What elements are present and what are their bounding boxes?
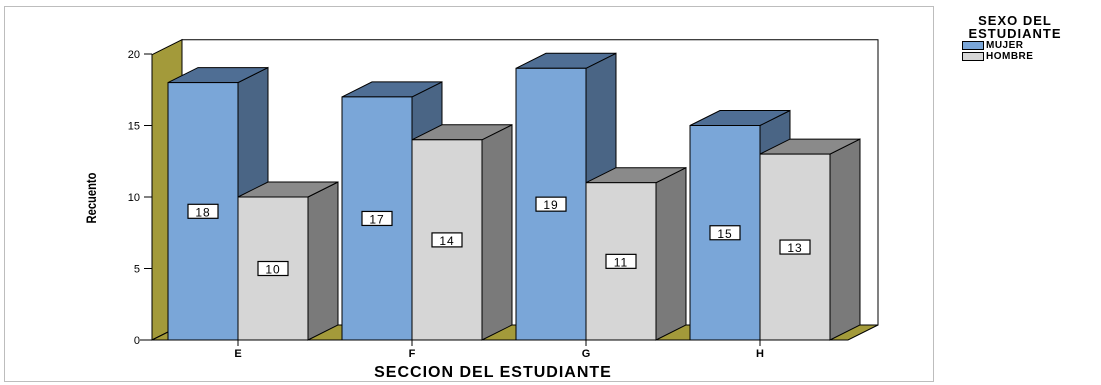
y-tick-label: 20 (128, 49, 140, 61)
data-label-mujer-g: 19 (535, 196, 567, 212)
legend-swatch-hombre (962, 52, 984, 61)
bar-side (829, 138, 861, 341)
bar-chart: 0 5 10 15 20 E F G H 18 10 17 14 19 11 15 13 Recuento S… (84, 38, 879, 381)
y-tick-label: 15 (128, 121, 140, 133)
data-label-text: 15 (717, 227, 732, 241)
data-label-text: 18 (195, 205, 210, 219)
legend-title: SEXO DEL ESTUDIANTE (968, 13, 1062, 41)
legend-label-mujer: MUJER (986, 40, 1024, 51)
legend-item-hombre: HOMBRE (962, 51, 1100, 62)
y-tick-label: 5 (134, 264, 140, 276)
data-label-box (431, 232, 463, 248)
bar-side (307, 181, 339, 341)
bar-side (481, 123, 513, 341)
x-tick-label: H (756, 348, 764, 360)
data-label-box (779, 239, 811, 255)
legend: SEXO DEL ESTUDIANTE MUJER HOMBRE (940, 14, 1100, 62)
data-label-box (535, 196, 567, 212)
x-axis-title: SECCION DEL ESTUDIANTE (374, 364, 612, 381)
data-label-text: 14 (439, 234, 454, 248)
y-axis-title: Recuento (84, 172, 99, 223)
data-label-box (257, 260, 289, 277)
data-label-text: 11 (614, 255, 628, 269)
x-tick-label: G (582, 348, 591, 360)
legend-swatch-mujer (962, 41, 984, 50)
data-labels: 18 10 17 14 19 11 15 13 (187, 196, 811, 277)
data-label-box (187, 203, 219, 219)
x-tick-label: E (234, 348, 241, 360)
data-label-mujer-e: 18 (187, 203, 219, 219)
data-label-text: 19 (543, 198, 558, 212)
data-label-text: 13 (787, 241, 802, 255)
data-label-hombre-g: 11 (605, 253, 637, 269)
legend-label-hombre: HOMBRE (986, 51, 1034, 62)
y-tick-label: 0 (134, 335, 140, 347)
data-label-box (709, 225, 741, 241)
data-label-text: 10 (265, 263, 280, 277)
data-label-hombre-f: 14 (431, 232, 463, 248)
data-label-box (361, 210, 393, 227)
data-label-mujer-f: 17 (361, 210, 393, 227)
data-label-hombre-h: 13 (779, 239, 811, 255)
bar-front (585, 182, 657, 341)
data-label-mujer-h: 15 (709, 225, 741, 241)
bar-side (655, 166, 687, 341)
y-tick-label: 10 (128, 192, 140, 204)
data-label-hombre-e: 10 (257, 260, 289, 277)
x-tick-label: F (409, 348, 416, 360)
data-label-text: 17 (369, 212, 384, 226)
data-label-box (605, 253, 637, 269)
bar-hombre-g (585, 166, 687, 341)
bar-hombre-h (759, 138, 861, 341)
legend-item-mujer: MUJER (962, 40, 1100, 51)
